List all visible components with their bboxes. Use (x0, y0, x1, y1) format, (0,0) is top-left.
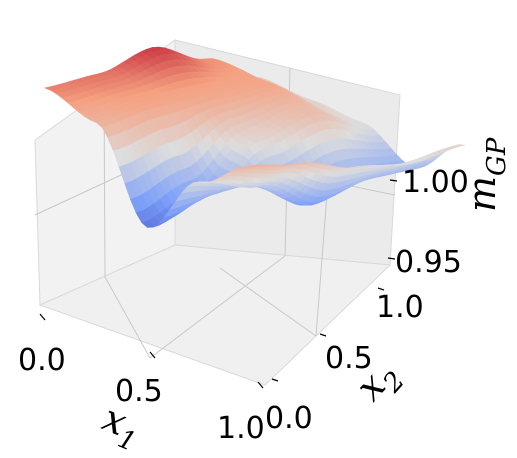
axis-tick-marks (39, 179, 398, 389)
grid-line (149, 255, 286, 359)
tick-mark (377, 287, 385, 291)
x2-tick-label: 0.0 (265, 401, 313, 436)
floor-pane (38, 244, 392, 386)
x2-tick-label: 1.0 (376, 290, 424, 325)
x1-tick-label: 1.0 (217, 411, 265, 446)
tick-mark (389, 179, 398, 182)
x1-tick-label: 0.0 (18, 343, 66, 378)
surface-patch (244, 165, 257, 168)
tick-mark (39, 313, 46, 321)
surface-mesh (44, 46, 466, 228)
z-axis-label-sub: GP (482, 137, 512, 176)
z-tick-label: 0.95 (395, 245, 462, 280)
z-axis-label-main: m (460, 176, 504, 212)
x2-tick-label: 0.5 (325, 341, 373, 376)
tick-mark (257, 381, 264, 389)
tick-mark (319, 333, 327, 337)
tick-mark (149, 351, 156, 359)
tick-mark (271, 378, 279, 382)
x1-tick-label: 0.5 (115, 374, 163, 409)
z-axis-label: mGP (460, 137, 512, 212)
grid-line (104, 276, 151, 359)
tick-mark (387, 257, 396, 260)
z-tick-label: 1.00 (402, 165, 469, 200)
grid-line (219, 267, 317, 337)
tick-labels: 0.0 0.5 1.0 0.0 0.5 1.0 0.95 1.00 (18, 165, 469, 446)
